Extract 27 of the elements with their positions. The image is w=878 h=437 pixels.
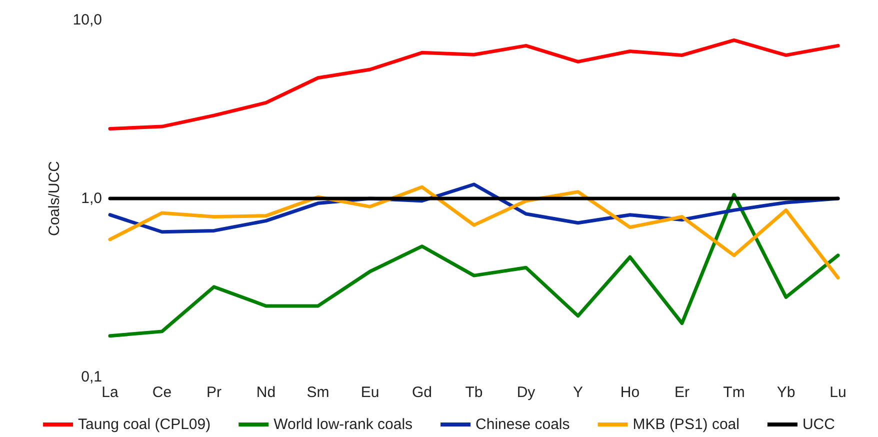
legend-label: Chinese coals [476, 416, 570, 433]
x-tick-label: Tm [723, 384, 745, 401]
x-tick-label: Eu [360, 384, 380, 401]
x-tick-label: Lu [830, 384, 846, 401]
x-tick-label: Yb [776, 384, 796, 401]
legend-label: MKB (PS1) coal [632, 416, 740, 433]
x-tick-label: Sm [306, 384, 330, 401]
x-tick-label: Er [674, 384, 690, 401]
legend-label: UCC [802, 416, 836, 433]
line-series [108, 38, 840, 130]
line-series [108, 185, 840, 280]
y-tick-label: 1,0 [81, 190, 102, 207]
y-tick-label: 10,0 [72, 12, 102, 28]
x-tick-label: La [102, 384, 119, 401]
y-tick-label: 0,1 [81, 368, 102, 386]
line-series [108, 192, 840, 338]
x-tick-label: Y [572, 384, 584, 401]
x-tick-label: Gd [412, 384, 432, 401]
x-tick-label: Ho [620, 384, 640, 401]
legend-label: World low-rank coals [274, 416, 413, 433]
y-axis-title: Coals/UCC [46, 160, 63, 236]
x-tick-label: Tb [465, 384, 483, 401]
x-tick-label: Ce [152, 384, 172, 401]
x-tick-label: Pr [206, 384, 222, 401]
x-tick-label: Nd [256, 384, 276, 401]
legend-label: Taung coal (CPL09) [78, 416, 211, 433]
x-tick-label: Dy [516, 384, 536, 401]
